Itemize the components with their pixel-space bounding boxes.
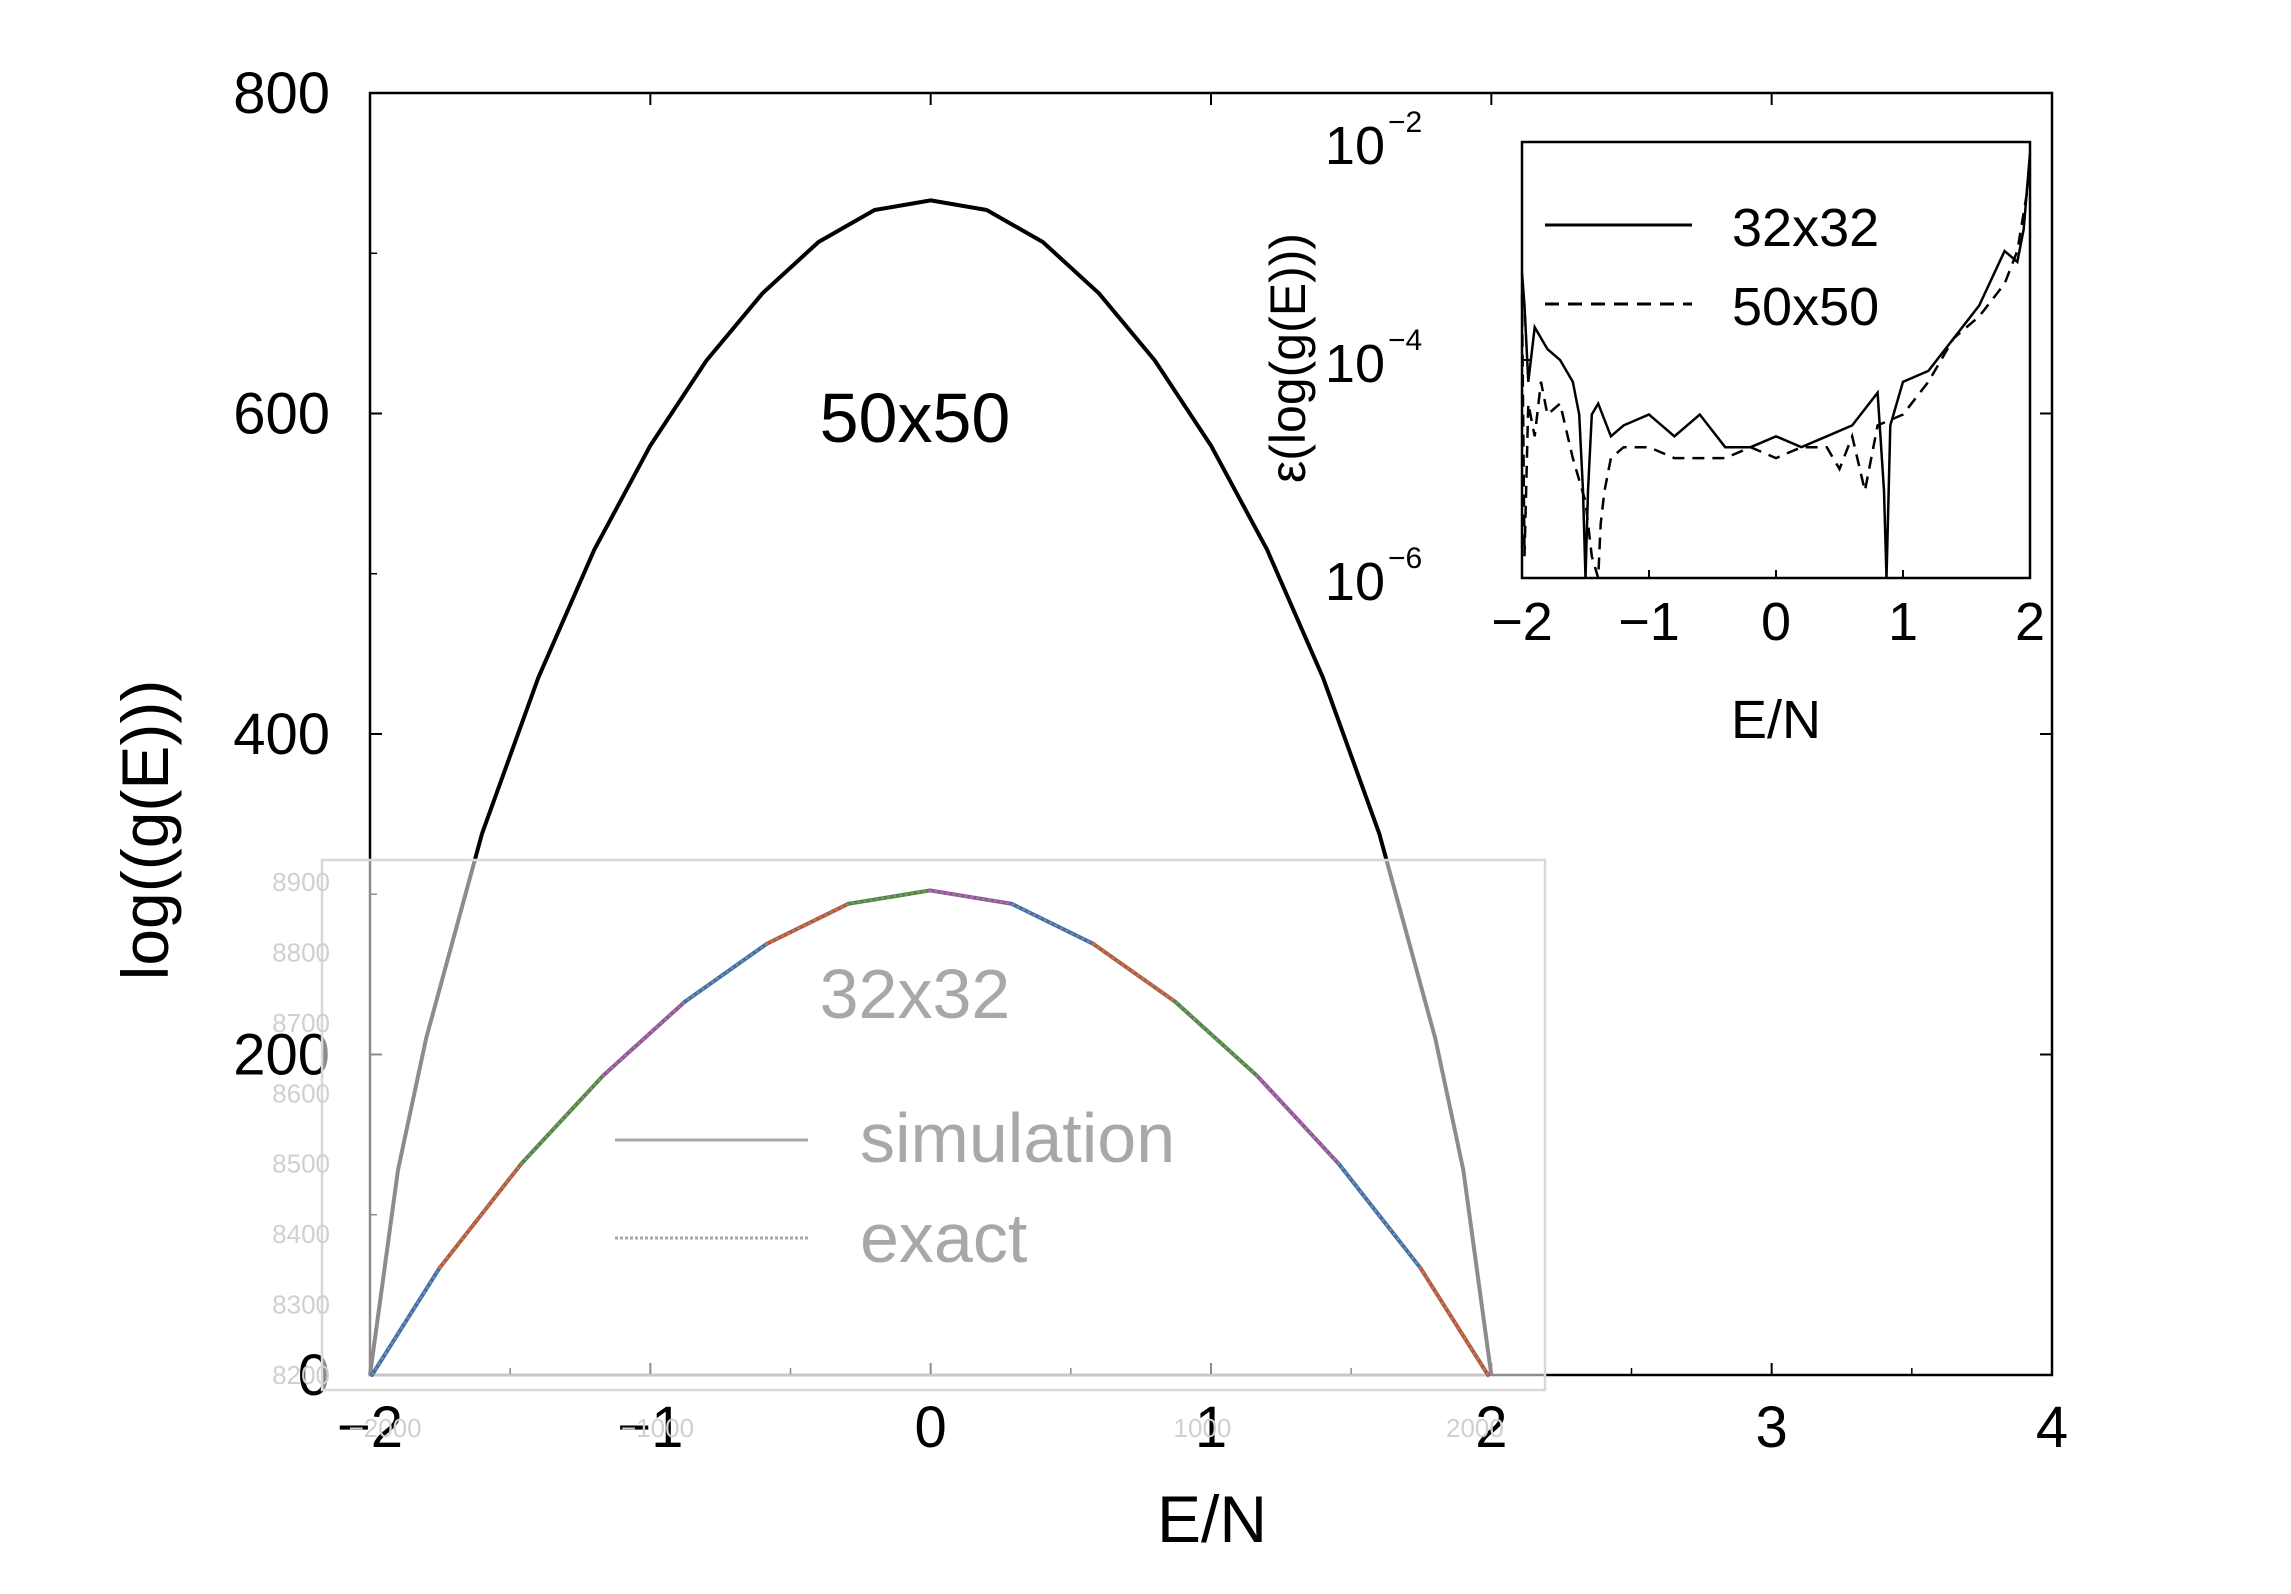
inset-chart: −2 −1 0 1 210−210−410−6: [1325, 106, 2045, 652]
inset-y-axis-label: ε(log(g(E))): [1260, 233, 1316, 483]
inset-x-tick-label: 0: [1761, 592, 1791, 652]
inset-x-tick-label: 2: [2015, 592, 2045, 652]
inset-y-tick-label-exponent: −2: [1388, 106, 1422, 139]
inset-x-tick-label: 1: [1888, 592, 1918, 652]
main-x-tick-label: −1: [617, 1395, 683, 1460]
series-simulation-segment: [370, 1265, 442, 1377]
series-exact-curve: [371, 889, 1489, 1376]
chart-labels: E/N log((g(E))) 50x50 32x32 simulation e…: [108, 198, 1879, 1556]
overlay-x-tick-label: −2000: [349, 1413, 422, 1443]
inset-legend-32x32: 32x32: [1732, 198, 1879, 258]
overlay-y-tick-label: 8500: [272, 1149, 330, 1179]
overlay-x-tick-label: 1000: [1174, 1413, 1232, 1443]
overlay-x-tick-label: 2000: [1446, 1413, 1504, 1443]
inset-y-tick-label-base: 10: [1325, 552, 1385, 612]
overlay-chart: 8200 8300 8400 8500 8600 8700 8800 8900 −2000 −10…: [272, 858, 1547, 1443]
overlay-y-tick-label: 8200: [272, 1360, 330, 1390]
overlay-y-tick-label: 8600: [272, 1078, 330, 1108]
inset-series-32x32: [1520, 152, 2032, 579]
main-y-tick-label: 800: [233, 61, 330, 126]
main-y-tick-label: 400: [233, 702, 330, 767]
main-x-tick-label: 4: [2036, 1395, 2068, 1460]
inset-y-tick-label-exponent: −6: [1388, 542, 1422, 575]
main-annotation-50x50: 50x50: [820, 379, 1011, 457]
inset-x-tick-label: −1: [1618, 592, 1680, 652]
overlay-panel: [320, 858, 1547, 1392]
inset-y-tick-label-base: 10: [1325, 334, 1385, 394]
series-simulation-segment: [1418, 1265, 1490, 1377]
main-x-tick-label: 2: [1475, 1395, 1507, 1460]
main-y-tick-label: 600: [233, 382, 330, 447]
overlay-y-tick-label: 8400: [272, 1219, 330, 1249]
overlay-annotation-32x32: 32x32: [820, 955, 1011, 1033]
series-50x50-curve: [368, 198, 1494, 1376]
main-y-tick-label: 200: [233, 1023, 330, 1088]
inset-x-tick-label: −2: [1491, 592, 1553, 652]
overlay-y-tick-label: 8300: [272, 1290, 330, 1320]
main-x-tick-label: 1: [1195, 1395, 1227, 1460]
inset-series-50x50: [1520, 174, 2032, 579]
main-y-axis-label: log((g(E))): [108, 680, 182, 981]
main-x-tick-label: 3: [1756, 1395, 1788, 1460]
inset-y-tick-label-exponent: −4: [1388, 324, 1422, 357]
overlay-x-tick-label: −1000: [621, 1413, 694, 1443]
overlay-legend-simulation: simulation: [860, 1099, 1175, 1177]
inset-x-axis-label: E/N: [1731, 690, 1821, 750]
main-x-tick-label: 0: [915, 1395, 947, 1460]
series-simulation-segment: [764, 901, 851, 946]
inset-y-tick-label-base: 10: [1325, 116, 1385, 176]
overlay-legend-exact: exact: [860, 1199, 1027, 1277]
main-x-axis-label: E/N: [1157, 1482, 1267, 1556]
overlay-y-tick-label: 8900: [272, 867, 330, 897]
overlay-y-tick-label: 8700: [272, 1008, 330, 1038]
inset-legend-50x50: 50x50: [1732, 277, 1879, 337]
series-simulation-segment: [1009, 901, 1096, 946]
overlay-y-tick-label: 8800: [272, 937, 330, 967]
main-x-tick-label: −2: [337, 1395, 403, 1460]
main-chart: −2 −1 0 1 2 3 4 0 200 400 600 800: [233, 61, 2068, 1460]
